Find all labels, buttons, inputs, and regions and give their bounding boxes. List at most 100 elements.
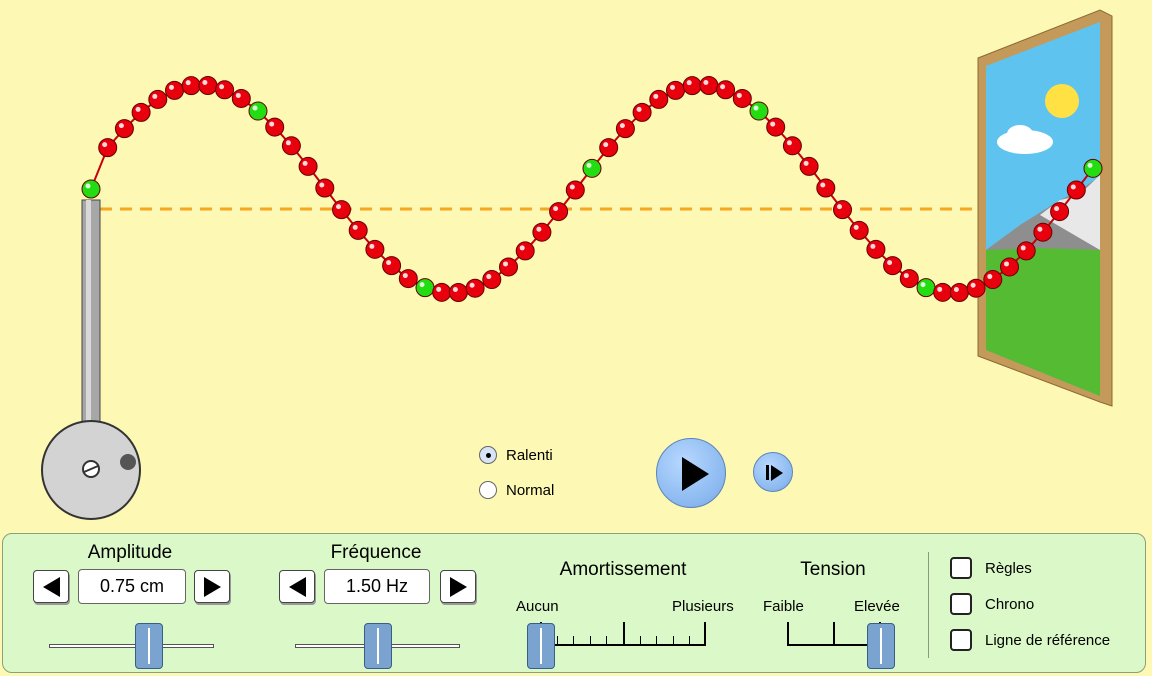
bead-highlight	[937, 286, 943, 292]
bead	[114, 119, 134, 139]
tension-slider-thumb[interactable]	[867, 623, 895, 669]
bead-highlight	[703, 79, 709, 85]
bead	[198, 75, 218, 95]
bead-highlight	[953, 287, 959, 293]
bead-highlight	[352, 224, 358, 230]
bead-highlight	[553, 206, 559, 212]
bead	[766, 117, 786, 137]
window-end	[977, 9, 1113, 407]
bead	[632, 102, 652, 122]
option-reference-line[interactable]: Ligne de référence	[950, 629, 1110, 651]
bead-highlight	[118, 123, 124, 129]
bead-highlight	[519, 245, 525, 251]
bead-highlight	[1037, 226, 1043, 232]
bead	[1033, 222, 1053, 242]
bead-highlight	[753, 105, 759, 111]
bead-highlight	[653, 93, 659, 99]
bead-highlight	[686, 80, 692, 86]
bead-highlight	[419, 282, 425, 288]
marker-bead	[582, 158, 602, 178]
bead-highlight	[135, 106, 141, 112]
tension-slider-track[interactable]	[787, 644, 883, 646]
radio-slow-motion[interactable]: Ralenti	[479, 446, 553, 464]
timer-checkbox[interactable]	[950, 593, 972, 615]
bead-highlight	[619, 123, 625, 129]
bead	[332, 200, 351, 220]
bead-highlight	[436, 286, 442, 292]
play-button[interactable]	[656, 438, 726, 508]
bead	[448, 283, 468, 303]
amplitude-slider-thumb[interactable]	[135, 623, 163, 669]
radio-normal-speed[interactable]: Normal	[479, 481, 554, 499]
bead-highlight	[853, 224, 859, 230]
radio-slow-indicator[interactable]	[479, 446, 497, 464]
bead	[933, 282, 953, 302]
bead	[899, 269, 919, 289]
bead-highlight	[219, 84, 225, 90]
bead-highlight	[369, 243, 375, 249]
string	[90, 84, 1094, 294]
damping-slider-track[interactable]	[540, 644, 706, 646]
reference-line-checkbox[interactable]	[950, 629, 972, 651]
marker-bead	[749, 101, 769, 121]
bead-highlight	[820, 182, 826, 188]
rulers-checkbox[interactable]	[950, 557, 972, 579]
bead	[148, 89, 168, 109]
sun-icon	[1045, 84, 1079, 118]
bead	[482, 270, 502, 290]
panel-divider	[928, 552, 929, 658]
bead	[565, 180, 585, 200]
frequency-decrease-button[interactable]	[279, 570, 315, 603]
bead-highlight	[987, 274, 993, 280]
option-rulers[interactable]: Règles	[950, 557, 1032, 579]
frequency-increase-button[interactable]	[440, 570, 476, 603]
bead	[432, 282, 452, 302]
bead-highlight	[837, 204, 842, 210]
bead-highlight	[1054, 206, 1060, 212]
bead-highlight	[1020, 245, 1026, 251]
bead-highlight	[503, 261, 508, 267]
bead-highlight	[1087, 162, 1093, 168]
bead	[315, 178, 335, 198]
bead	[181, 76, 201, 96]
bead-highlight	[920, 282, 926, 288]
step-button[interactable]	[753, 452, 793, 492]
bead	[499, 257, 518, 277]
option-timer[interactable]: Chrono	[950, 593, 1034, 615]
bead-highlight	[770, 121, 776, 127]
bead-highlight	[302, 160, 308, 166]
oscillator[interactable]	[41, 199, 141, 520]
bead	[866, 239, 886, 259]
bead-highlight	[603, 142, 609, 148]
bead	[465, 278, 485, 298]
marker-bead	[248, 101, 268, 121]
bead-highlight	[720, 84, 726, 90]
bead	[849, 220, 869, 240]
amplitude-value: 0.75 cm	[78, 569, 186, 604]
amplitude-slider-track[interactable]	[49, 644, 214, 648]
frequency-title: Fréquence	[330, 542, 422, 563]
amplitude-increase-button[interactable]	[194, 570, 230, 603]
bead-highlight	[269, 121, 275, 127]
bead	[966, 278, 986, 298]
bead-highlight	[736, 92, 742, 98]
amplitude-decrease-button[interactable]	[33, 570, 69, 603]
radio-normal-label: Normal	[506, 481, 555, 499]
bead	[816, 178, 836, 198]
bead	[98, 138, 118, 158]
bead	[365, 239, 385, 259]
bead	[265, 117, 285, 137]
bead	[666, 80, 685, 100]
marker-bead	[415, 278, 435, 298]
damping-title: Amortissement	[559, 559, 687, 580]
frequency-value: 1.50 Hz	[324, 569, 430, 604]
bead	[682, 76, 702, 96]
wheel-knob[interactable]	[120, 454, 136, 470]
damping-slider-thumb[interactable]	[527, 623, 555, 669]
radio-normal-indicator[interactable]	[479, 481, 497, 499]
frequency-slider-thumb[interactable]	[364, 623, 392, 669]
rulers-label: Règles	[985, 559, 1032, 577]
bead-highlight	[285, 140, 291, 146]
bead	[215, 80, 235, 100]
marker-bead	[916, 278, 936, 298]
